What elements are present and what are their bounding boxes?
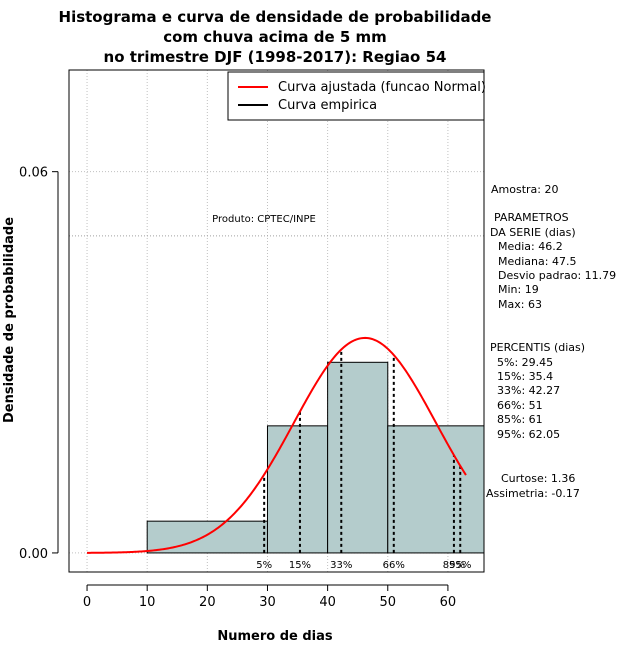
produto-annotation: Produto: CPTEC/INPE: [212, 214, 316, 225]
histogram-bar-2: [327, 361, 389, 554]
histogram-bars: [146, 361, 485, 554]
percentile-label-3: 66%: [383, 560, 405, 571]
percentil-15: 15%: 35.4: [497, 370, 553, 383]
curtose-text: Curtose: 1.36: [501, 472, 575, 485]
legend-fit-label: Curva ajustada (funcao Normal): [278, 80, 486, 95]
x-axis-label: Numero de dias: [217, 629, 333, 644]
histogram-bar-0: [146, 520, 268, 554]
percentile-label-0: 5%: [256, 560, 272, 571]
x-tick-label: 30: [259, 595, 276, 610]
percentil-95: 95%: 62.05: [497, 428, 560, 441]
amostra-text: Amostra: 20: [491, 183, 558, 196]
x-tick-label: 10: [139, 595, 156, 610]
param-min: Min: 19: [498, 283, 539, 296]
percentil-85: 85%: 61: [497, 413, 543, 426]
chart-title-line-3: no trimestre DJF (1998-2017): Regiao 54: [104, 48, 447, 66]
x-tick-label: 0: [83, 595, 91, 610]
param-desvio: Desvio padrao: 11.79: [498, 269, 616, 282]
y-tick-label: 0.00: [19, 547, 48, 562]
histogram-bar-3: [387, 425, 485, 554]
axes: 0 10 20 30 40 50 60 0.00 0.06: [19, 166, 456, 610]
chart-title-line-2: com chuva acima de 5 mm: [163, 28, 387, 46]
percentil-66: 66%: 51: [497, 399, 543, 412]
percentil-33: 33%: 42.27: [497, 384, 560, 397]
parametros-title-2: DA SERIE (dias): [490, 226, 576, 239]
percentile-label-2: 33%: [330, 560, 352, 571]
legend-box: [227, 71, 485, 121]
legend: Curva ajustada (funcao Normal) Curva emp…: [227, 71, 486, 121]
y-tick-label: 0.06: [19, 166, 48, 181]
legend-empirical-label: Curva empirica: [278, 98, 377, 113]
chart-title-line-1: Histograma e curva de densidade de proba…: [59, 8, 492, 26]
x-tick-label: 50: [379, 595, 396, 610]
percentile-lines: 5% 15% 33% 66% 85%95%: [256, 349, 471, 571]
fitted-curve: [87, 336, 467, 554]
param-media: Media: 46.2: [498, 240, 563, 253]
parametros-title-1: PARAMETROS: [494, 211, 569, 224]
normal-fit-curve: [87, 336, 467, 554]
stats-panel: Amostra: 20 PARAMETROS DA SERIE (dias) M…: [486, 183, 616, 500]
percentis-title: PERCENTIS (dias): [490, 341, 585, 354]
percentile-label-5: 95%: [449, 560, 471, 571]
percentile-label-1: 15%: [289, 560, 311, 571]
histogram-bar-1: [266, 425, 329, 554]
param-mediana: Mediana: 47.5: [498, 255, 576, 268]
x-tick-label: 40: [319, 595, 336, 610]
y-axis-label: Densidade de probabilidade: [2, 217, 17, 423]
percentil-5: 5%: 29.45: [497, 356, 553, 369]
x-tick-label: 20: [199, 595, 216, 610]
assimetria-text: Assimetria: -0.17: [486, 487, 580, 500]
plot-frame: [68, 69, 485, 573]
percentile-label-4: 85%: [443, 560, 465, 571]
x-tick-label: 60: [440, 595, 457, 610]
param-max: Max: 63: [498, 298, 542, 311]
